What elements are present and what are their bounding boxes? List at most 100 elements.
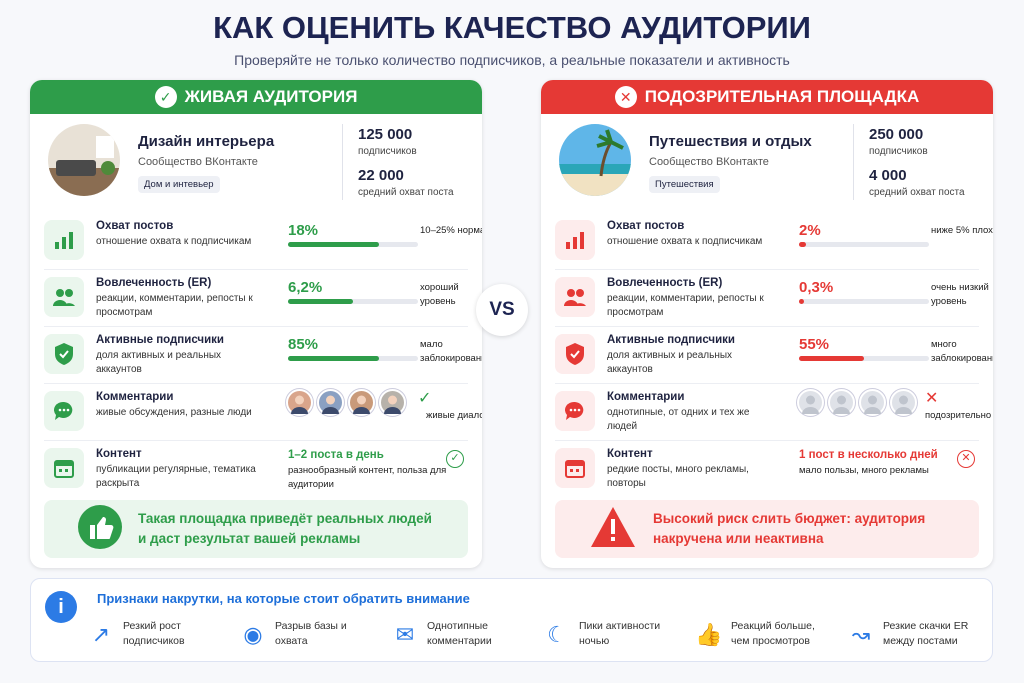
avatar bbox=[797, 389, 824, 416]
metric-row: Контент публикации регулярные, тематика р… bbox=[30, 440, 482, 497]
separator bbox=[555, 440, 979, 441]
signs-title: Признаки накрутки, на которые стоит обра… bbox=[97, 591, 470, 606]
metric-value: 1 пост в несколько дней bbox=[799, 449, 938, 461]
progress-track bbox=[799, 299, 929, 304]
profile-photo bbox=[559, 124, 631, 196]
sign-item: ☾ Пики активности ночью bbox=[543, 619, 693, 649]
metric-icon bbox=[555, 277, 595, 317]
info-icon: i bbox=[45, 591, 77, 623]
metric-row: Контент редкие посты, много рекламы, повт… bbox=[541, 440, 993, 497]
metric-note: ниже 5% плохо bbox=[931, 225, 993, 236]
avatar bbox=[317, 389, 344, 416]
metric-value: 85% bbox=[288, 336, 319, 353]
verdict: Такая площадка приведёт реальных людей и… bbox=[44, 500, 468, 558]
profile-photo bbox=[48, 124, 120, 196]
metric-row: Охват постов отношение охвата к подписчик… bbox=[30, 212, 482, 269]
status-icon: ✕ bbox=[957, 450, 975, 468]
metric-note: живые диалоги bbox=[426, 410, 482, 421]
panel-suspicious: ✕ ПОДОЗРИТЕЛЬНАЯ ПЛОЩАДКА Путешествия и от… bbox=[541, 80, 993, 568]
metric-desc: доля активных и реальных аккаунтов bbox=[96, 350, 222, 375]
metric-desc: живые обсуждения, разные люди bbox=[96, 407, 252, 418]
metric-value: 1–2 поста в день bbox=[288, 449, 384, 461]
verdict-icon bbox=[589, 505, 637, 554]
metric-row: Вовлеченность (ER) реакции, комментарии, … bbox=[541, 269, 993, 326]
sign-text: Разрыв базы и охвата bbox=[275, 620, 347, 647]
metric-icon bbox=[44, 391, 84, 431]
metric-icon bbox=[44, 220, 84, 260]
sign-item: ↝ Резкие скачки ER между постами bbox=[847, 619, 997, 649]
metric-icon bbox=[44, 334, 84, 374]
metric-value: 6,2% bbox=[288, 279, 323, 296]
metric-desc: реакции, комментарии, репосты к просмотр… bbox=[607, 293, 764, 318]
metric-note: очень низкий уровень bbox=[931, 282, 989, 307]
stat-value: 22 000 bbox=[358, 167, 404, 184]
metric-note: мало заблокированных bbox=[420, 339, 482, 364]
metric-value: 18% bbox=[288, 222, 319, 239]
banner-text: ПОДОЗРИТЕЛЬНАЯ ПЛОЩАДКА bbox=[644, 87, 920, 106]
metric-value: 0,3% bbox=[799, 279, 834, 296]
metric-row: Охват постов отношение охвата к подписчик… bbox=[541, 212, 993, 269]
sign-item: ↗ Резкий рост подписчиков bbox=[87, 619, 237, 649]
metric-desc: публикации регулярные, тематика раскрыта bbox=[96, 464, 256, 489]
vs-badge: VS bbox=[476, 284, 528, 336]
stat-value: 4 000 bbox=[869, 167, 907, 184]
avatar bbox=[286, 389, 313, 416]
sign-item: ✉ Однотипные комментарии bbox=[391, 619, 541, 649]
subtitle: Проверяйте не только количество подписчи… bbox=[234, 52, 790, 68]
verdict-icon bbox=[78, 504, 122, 554]
metric-icon bbox=[555, 448, 595, 488]
stat-label: средний охват поста bbox=[358, 187, 454, 198]
sign-text: Пики активности ночью bbox=[579, 620, 661, 647]
progress-track bbox=[288, 356, 418, 361]
metric-note: разнообразный контент, польза для аудито… bbox=[288, 465, 447, 490]
metric-note: 10–25% норма bbox=[420, 225, 482, 236]
metric-desc: отношение охвата к подписчикам bbox=[607, 236, 763, 247]
stat-value: 250 000 bbox=[869, 126, 924, 143]
progress-track bbox=[799, 356, 929, 361]
metric-icon bbox=[555, 334, 595, 374]
metric-row: Активные подписчики доля активных и реаль… bbox=[30, 326, 482, 383]
banner: ✕ ПОДОЗРИТЕЛЬНАЯ ПЛОЩАДКА bbox=[541, 80, 993, 114]
metric-desc: отношение охвата к подписчикам bbox=[96, 236, 252, 247]
metric-icon bbox=[44, 277, 84, 317]
metric-row: Комментарии живые обсуждения, разные люди… bbox=[30, 383, 482, 440]
metric-title: Контент bbox=[607, 448, 653, 460]
metric-value: 55% bbox=[799, 336, 830, 353]
separator bbox=[555, 326, 979, 327]
separator bbox=[44, 383, 468, 384]
metric-title: Вовлеченность (ER) bbox=[96, 277, 212, 289]
separator bbox=[44, 440, 468, 441]
sign-item: 👍 Реакций больше, чем просмотров bbox=[695, 619, 845, 649]
avatar bbox=[828, 389, 855, 416]
progress-track bbox=[288, 242, 418, 247]
metric-desc: однотипные, от одних и тех же людей bbox=[607, 407, 750, 432]
avatar bbox=[348, 389, 375, 416]
profile-type: Сообщество ВКонтакте bbox=[649, 156, 769, 168]
stat-label: подписчиков bbox=[358, 146, 417, 157]
metric-note: хороший уровень bbox=[420, 282, 459, 307]
divider bbox=[853, 124, 854, 200]
progress-track bbox=[288, 299, 418, 304]
metric-row: Комментарии однотипные, от одних и тех же… bbox=[541, 383, 993, 440]
separator bbox=[555, 269, 979, 270]
metric-icon bbox=[44, 448, 84, 488]
signs-box: i Признаки накрутки, на которые стоит об… bbox=[30, 578, 993, 662]
avatar bbox=[379, 389, 406, 416]
sign-text: Реакций больше, чем просмотров bbox=[731, 620, 815, 647]
stat-label: подписчиков bbox=[869, 146, 928, 157]
metric-title: Охват постов bbox=[96, 220, 174, 232]
metric-note: мало пользы, много рекламы bbox=[799, 465, 929, 476]
separator bbox=[44, 326, 468, 327]
profile-name: Путешествия и отдых bbox=[649, 133, 812, 150]
metric-icon bbox=[555, 220, 595, 260]
stat-label: средний охват поста bbox=[869, 187, 965, 198]
sign-text: Резкий рост подписчиков bbox=[123, 620, 185, 647]
profile-name: Дизайн интерьера bbox=[138, 133, 275, 150]
metric-note: много заблокированных bbox=[931, 339, 993, 364]
title: КАК ОЦЕНИТЬ КАЧЕСТВО АУДИТОРИИ bbox=[213, 10, 811, 45]
sign-item: ◉ Разрыв базы и охвата bbox=[239, 619, 389, 649]
metric-title: Охват постов bbox=[607, 220, 685, 232]
verdict-text: Высокий риск слить бюджет: аудитория нак… bbox=[653, 511, 926, 546]
status-icon: ✓ bbox=[418, 390, 432, 407]
